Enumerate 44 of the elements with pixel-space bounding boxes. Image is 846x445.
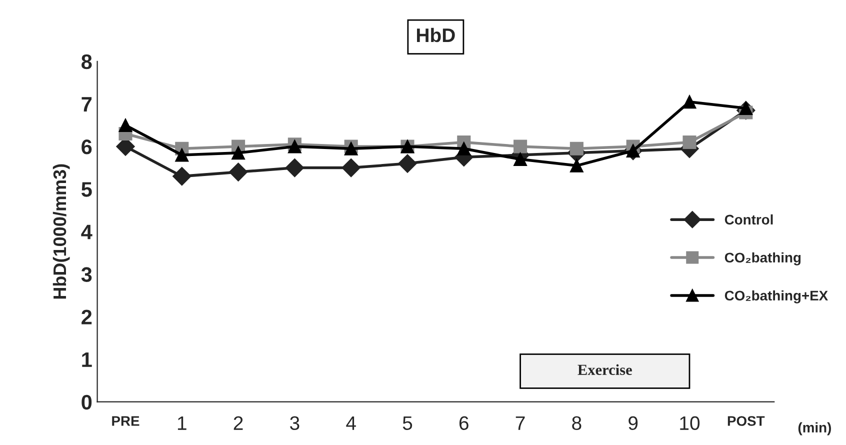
y-axis-title: HbD(1000/mm3)	[52, 164, 70, 299]
point	[342, 158, 360, 178]
x-tick-label: PRE	[112, 416, 140, 426]
x-tick-label: 9	[628, 416, 638, 430]
band-label: Exercise	[578, 364, 632, 376]
point	[172, 166, 192, 186]
y-tick-label: 5	[81, 182, 92, 197]
x-tick-label: 7	[516, 416, 525, 430]
point	[570, 158, 584, 172]
y-tick-label: 6	[82, 140, 92, 154]
y-tick-label: 8	[82, 54, 92, 70]
point	[626, 144, 640, 158]
y-tick-label: 4	[81, 224, 92, 240]
chart-title: HbD	[417, 28, 455, 42]
y-tick-label: 0	[82, 394, 92, 410]
point	[570, 142, 584, 156]
x-tick-label: 1	[178, 416, 186, 430]
x-tick-label: 8	[572, 416, 582, 430]
point	[285, 158, 304, 178]
y-tick-label: 3	[81, 267, 92, 282]
legend-label: CO₂bathing	[724, 252, 801, 266]
point	[682, 135, 696, 150]
x-tick-label: 2	[234, 416, 243, 430]
x-tick-label: 3	[290, 416, 300, 430]
y-tick-label: 2	[82, 310, 92, 324]
point	[228, 162, 248, 182]
point	[514, 152, 528, 166]
x-tick-label: 5	[402, 416, 412, 430]
point	[175, 148, 189, 162]
legend-label: Control	[724, 214, 773, 225]
legend-label: CO₂bathing+EX	[724, 290, 828, 304]
point	[232, 146, 246, 160]
x-tick-label: 10	[680, 416, 700, 430]
point	[457, 142, 471, 156]
point	[118, 118, 132, 132]
point	[514, 140, 528, 154]
x-tick-label: 6	[459, 416, 468, 430]
point	[398, 154, 417, 173]
y-tick-label: 1	[82, 352, 92, 367]
x-axis-title: (min)	[798, 422, 831, 436]
y-tick-label: 7	[82, 97, 92, 112]
point	[682, 95, 696, 109]
x-tick-label: POST	[728, 416, 765, 426]
x-tick-label: 4	[346, 416, 356, 430]
